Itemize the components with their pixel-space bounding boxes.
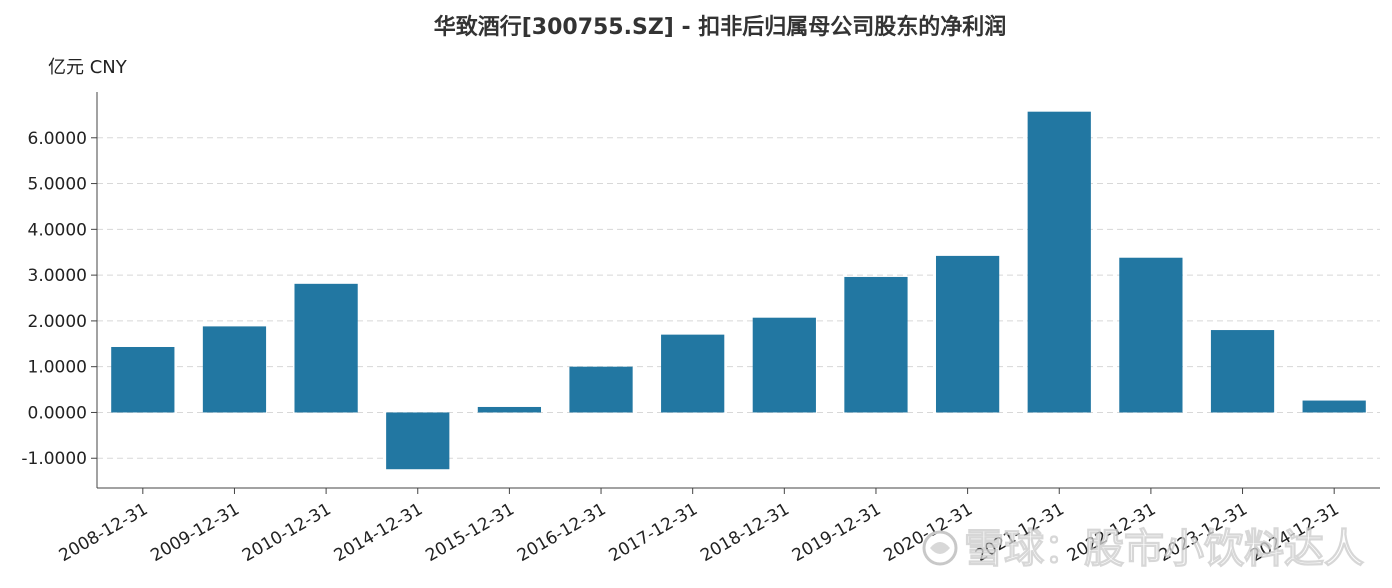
bar-2016-12-31	[569, 366, 633, 413]
bar-2023-12-31	[1210, 330, 1275, 413]
watermark-text: 雪球：股市小饮料达人	[964, 526, 1364, 572]
x-tick-label: 2010-12-31	[239, 499, 335, 566]
bar-2018-12-31	[752, 317, 816, 413]
x-tick-label: 2009-12-31	[147, 499, 243, 566]
x-tick-label: 2015-12-31	[422, 499, 518, 566]
y-tick-label: 1.0000	[28, 358, 87, 378]
x-tick-label: 2014-12-31	[331, 499, 427, 566]
y-tick-label: 0.0000	[28, 403, 87, 423]
y-tick-label: 5.0000	[28, 175, 87, 195]
y-tick-label: 4.0000	[28, 220, 87, 240]
bar-2015-12-31	[477, 406, 542, 413]
bar-2017-12-31	[661, 334, 725, 413]
y-axis-unit-label: 亿元 CNY	[48, 57, 128, 78]
bar-2022-12-31	[1119, 257, 1183, 413]
bar-2010-12-31	[294, 283, 358, 413]
bar-series	[111, 111, 1366, 470]
snowball-logo-icon	[922, 530, 958, 566]
y-axis-ticks: -1.0000 0.0000 1.0000 2.0000 3.0000 4.0000 5.0…	[21, 129, 97, 469]
y-tick-label: 3.0000	[28, 266, 87, 286]
watermark: 雪球：股市小饮料达人	[922, 526, 1365, 573]
x-tick-label: 2019-12-31	[789, 499, 885, 566]
y-tick-label: 6.0000	[28, 129, 87, 149]
chart-title: 华致酒行[300755.SZ] - 扣非后归属母公司股东的净利润	[434, 14, 1007, 40]
bar-2009-12-31	[202, 326, 267, 413]
bar-2024-12-31	[1302, 400, 1366, 413]
y-tick-label: 2.0000	[28, 312, 87, 332]
y-tick-label: -1.0000	[21, 449, 87, 469]
bar-2021-12-31	[1027, 111, 1091, 413]
bar-2020-12-31	[935, 255, 1000, 413]
x-tick-label: 2018-12-31	[697, 499, 793, 566]
x-tick-label: 2017-12-31	[606, 499, 702, 566]
axes	[96, 92, 1380, 489]
bar-2019-12-31	[844, 276, 908, 413]
x-tick-label: 2008-12-31	[56, 499, 152, 566]
gridlines	[97, 137, 1380, 459]
bar-2014-12-31	[386, 412, 450, 470]
x-tick-label: 2016-12-31	[514, 499, 610, 566]
x-tick-label: 2020-12-31	[881, 499, 977, 566]
bar-2008-12-31	[111, 346, 175, 413]
